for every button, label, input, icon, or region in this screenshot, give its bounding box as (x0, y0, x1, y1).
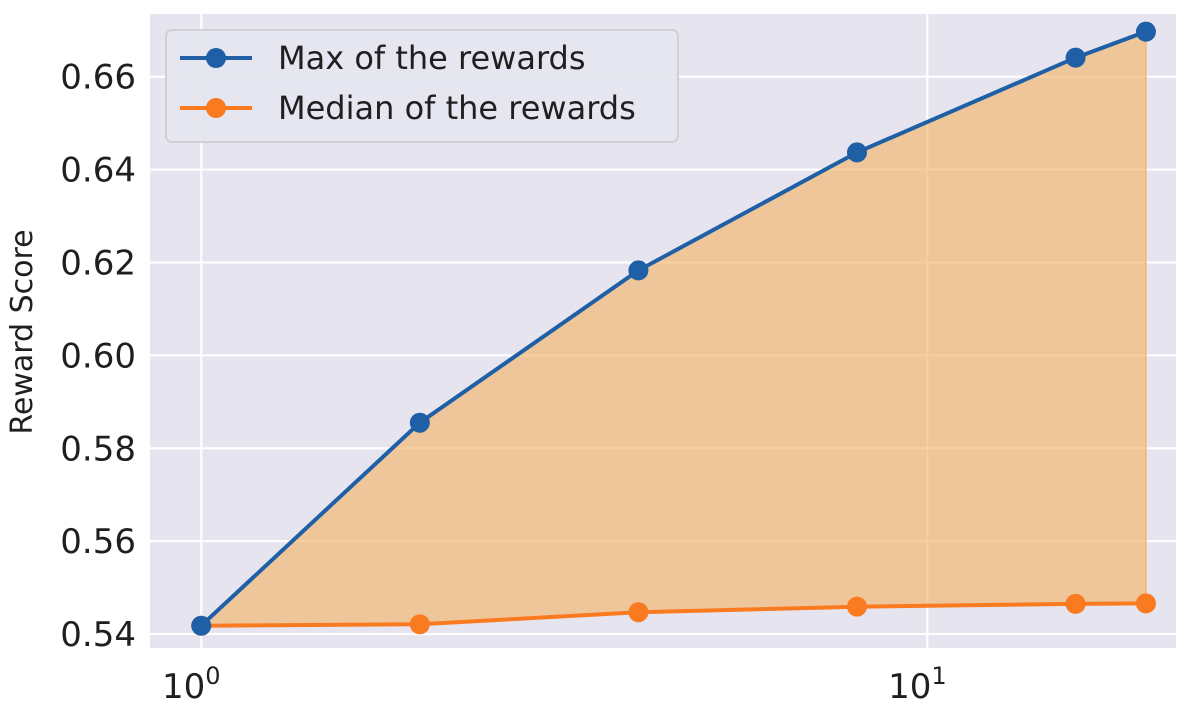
legend-label: Max of the rewards (278, 39, 586, 77)
series-line (201, 601, 1146, 628)
data-point (846, 596, 867, 617)
data-point (1065, 593, 1086, 614)
y-tick-label: 0.60 (60, 336, 136, 376)
data-point (1065, 47, 1086, 68)
data-point (628, 260, 649, 281)
series-1 (191, 21, 1156, 636)
series-layer (191, 21, 1156, 636)
legend-marker (206, 98, 226, 118)
y-tick-label: 0.58 (60, 429, 136, 469)
data-point (628, 602, 649, 623)
data-point (409, 412, 430, 433)
legend: Max of the rewards Median of the rewards (165, 29, 679, 143)
y-tick-label: 0.62 (60, 243, 136, 283)
legend-label: Median of the rewards (278, 89, 636, 127)
data-point (846, 142, 867, 163)
y-tick-label: 0.66 (60, 58, 136, 98)
legend-box (165, 29, 679, 143)
x-tick-label: 101 (888, 662, 947, 705)
legend-item: Max of the rewards (180, 39, 586, 77)
series-line (199, 29, 1147, 628)
y-axis-label: Reward Score (5, 229, 40, 434)
x-tick-label: 100 (162, 662, 221, 705)
data-point (1135, 21, 1156, 42)
y-tick-label: 0.54 (60, 615, 136, 655)
data-point (409, 614, 430, 635)
data-point (1135, 593, 1156, 614)
legend-item: Median of the rewards (180, 89, 636, 127)
legend-marker (206, 48, 226, 68)
y-tick-label: 0.56 (60, 522, 136, 562)
y-tick-label: 0.64 (60, 151, 136, 191)
data-point (191, 615, 212, 636)
tick-labels: 0.54 0.56 0.58 0.60 0.62 0.64 0.66 100 101 (60, 58, 946, 705)
